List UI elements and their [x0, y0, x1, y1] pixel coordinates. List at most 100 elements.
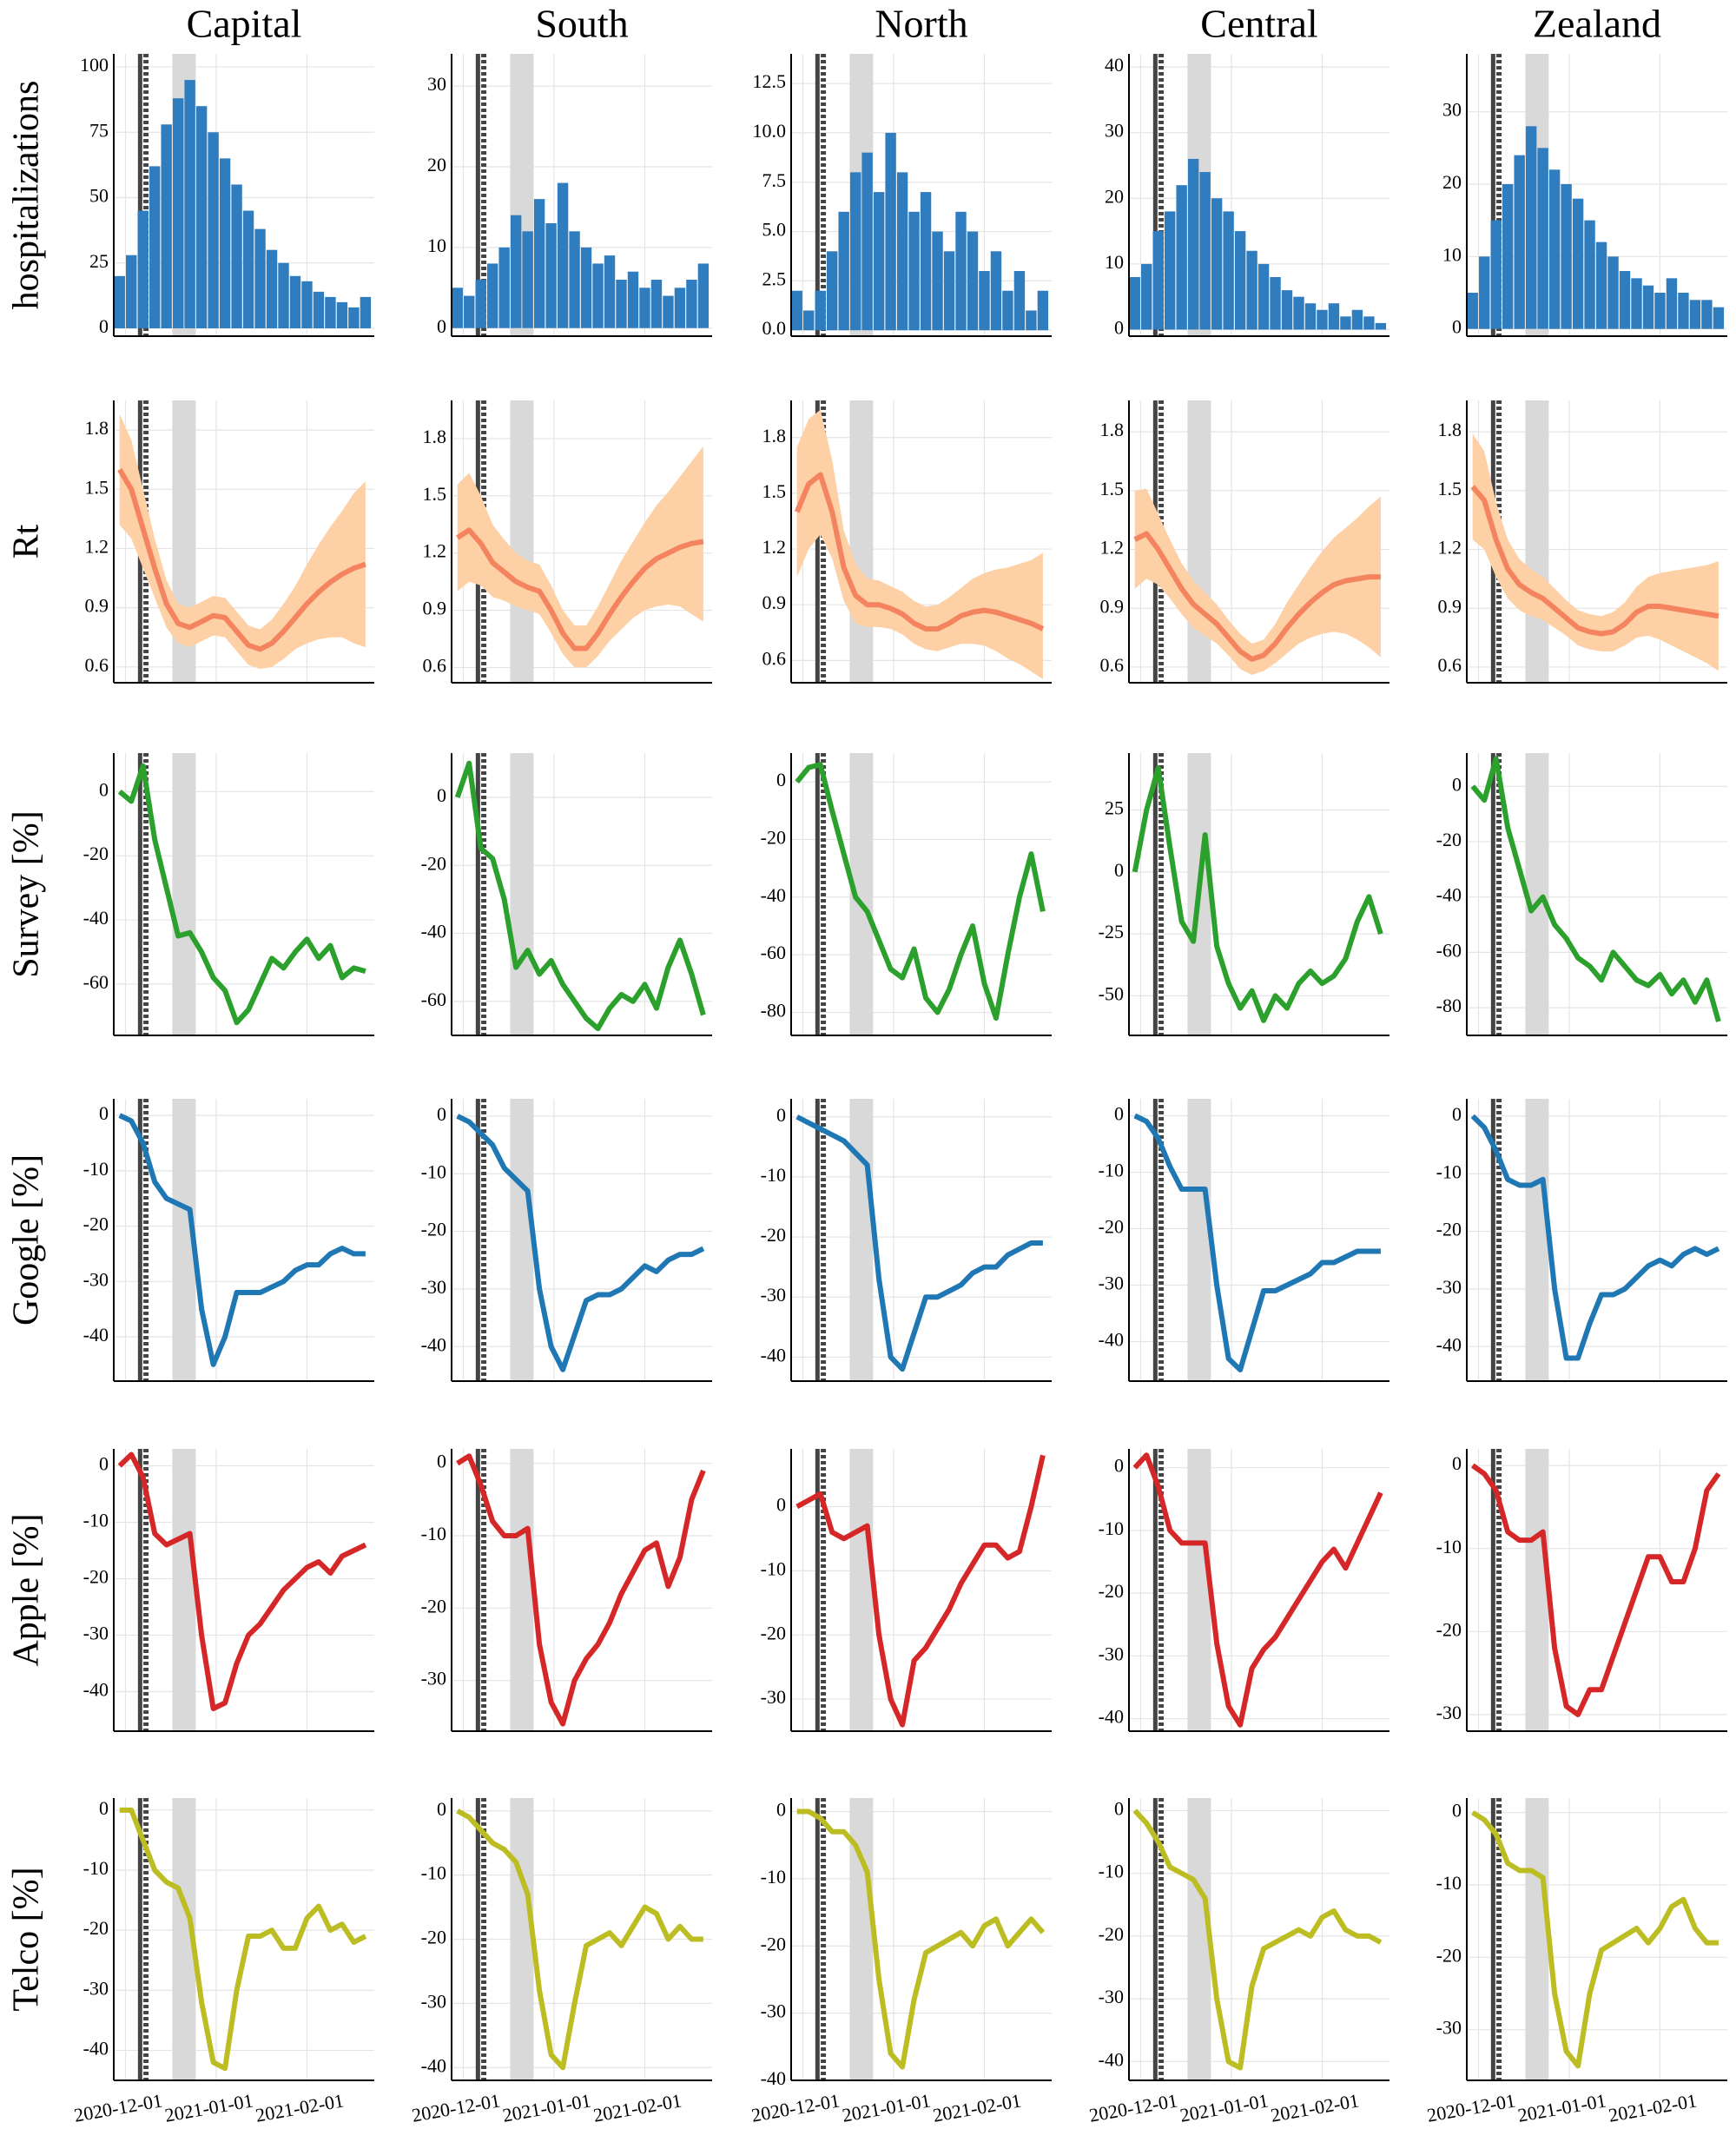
- bar: [266, 249, 278, 328]
- panel: -40 -30 -20 -10 0 2020-12-01 2021-01-01 2021-02…: [72, 1797, 374, 2126]
- bar: [1234, 231, 1246, 330]
- bar: [1176, 185, 1187, 330]
- panel: -40 -30 -20 -10 0 2020-12-01 2021-01-01 2021-02…: [1087, 1797, 1389, 2126]
- x-tick-label: 2021-02-01: [1607, 2089, 1698, 2126]
- y-tick-label: -20: [1099, 1923, 1124, 1945]
- bar: [1572, 198, 1584, 329]
- y-tick-label: -40: [1099, 1329, 1124, 1351]
- y-tick-label: -20: [1436, 1618, 1462, 1640]
- y-tick-label: 1.8: [1438, 419, 1462, 440]
- y-tick-label: 75: [89, 119, 109, 141]
- holiday-span: [1187, 1099, 1211, 1381]
- y-tick-label: 10.0: [753, 120, 787, 142]
- y-tick-label: 0: [437, 1798, 446, 1820]
- y-tick-label: -60: [83, 971, 109, 993]
- bar: [522, 231, 533, 328]
- bar: [1595, 241, 1607, 329]
- series-line: [1471, 1463, 1721, 1717]
- y-tick-label: -40: [83, 1324, 109, 1346]
- bar: [885, 132, 896, 331]
- y-axis-label: Rt: [7, 524, 47, 559]
- y-tick-label: 0: [1114, 859, 1124, 881]
- series-line: [119, 1807, 367, 2072]
- bar: [325, 296, 336, 328]
- series-line: [795, 1114, 1043, 1372]
- y-tick-label: 0: [776, 1799, 786, 1821]
- bar: [289, 275, 301, 328]
- x-tick-label: 2020-12-01: [410, 2089, 501, 2126]
- y-tick-label: 0.9: [1100, 595, 1125, 617]
- y-tick-label: -30: [421, 1668, 446, 1689]
- bar: [990, 251, 1002, 331]
- bar: [604, 255, 616, 328]
- panel: 0.6 0.9 1.2 1.5 1.8: [85, 400, 374, 684]
- y-tick-label: -20: [761, 1622, 786, 1643]
- bar: [254, 228, 266, 328]
- y-tick-label: 0: [437, 1103, 446, 1125]
- y-tick-label: -30: [1436, 1276, 1462, 1298]
- bar: [943, 251, 955, 331]
- panel: 0.6 0.9 1.2 1.5 1.8: [423, 400, 712, 684]
- y-tick-label: -25: [1099, 921, 1124, 942]
- panel: -40 -30 -20 -10 0: [761, 1099, 1052, 1382]
- y-tick-label: 1.5: [423, 483, 447, 505]
- y-tick-label: 10: [427, 235, 446, 256]
- y-axis-label: hospitalizations: [7, 81, 47, 310]
- bar: [475, 280, 486, 328]
- bar: [231, 184, 242, 328]
- bar: [1317, 309, 1328, 330]
- y-tick-label: -10: [761, 1164, 786, 1186]
- y-tick-label: -30: [761, 1686, 786, 1708]
- x-tick-label: 2021-01-01: [1178, 2089, 1270, 2126]
- holiday-span: [510, 1449, 534, 1731]
- holiday-span: [172, 1449, 196, 1731]
- series-line: [456, 1453, 706, 1727]
- panel: -80 -60 -40 -20 0: [761, 753, 1052, 1036]
- y-tick-label: 1.2: [762, 536, 787, 558]
- bar: [861, 152, 873, 331]
- y-tick-label: 1.5: [1100, 478, 1125, 499]
- series-line: [1471, 1810, 1719, 2069]
- bar: [336, 301, 348, 328]
- bar: [815, 290, 826, 331]
- y-tick-label: 50: [89, 185, 109, 207]
- bar: [1304, 303, 1317, 330]
- x-tick-label: 2021-02-01: [591, 2089, 683, 2126]
- y-tick-label: -20: [1436, 1944, 1462, 1966]
- x-tick-label: 2020-12-01: [749, 2089, 841, 2126]
- panel: -40 -30 -20 -10 0: [83, 1099, 374, 1382]
- bar: [452, 288, 463, 328]
- bar: [1223, 211, 1234, 330]
- y-tick-label: 1.5: [1438, 478, 1462, 499]
- bar: [172, 98, 184, 328]
- series-line: [118, 1113, 366, 1367]
- holiday-span: [172, 753, 196, 1035]
- y-tick-label: -30: [1099, 1273, 1124, 1294]
- y-tick-label: -20: [761, 827, 786, 849]
- bar: [1013, 271, 1026, 331]
- series-line: [456, 1808, 703, 2071]
- bar: [1363, 316, 1375, 330]
- y-tick-label: -30: [83, 1977, 109, 1999]
- y-tick-label: 7.5: [762, 169, 787, 191]
- bar: [826, 251, 838, 331]
- credible-band: [1134, 488, 1381, 675]
- bar: [592, 263, 604, 328]
- bar: [360, 296, 372, 328]
- y-axis-label: Survey [%]: [7, 810, 47, 977]
- holiday-span: [1525, 1798, 1549, 2080]
- y-tick-label: 2.5: [762, 268, 787, 289]
- y-tick-label: 0: [1452, 1103, 1462, 1125]
- bar: [908, 211, 920, 331]
- y-tick-label: -30: [421, 1276, 446, 1298]
- y-tick-label: -10: [761, 1866, 786, 1888]
- bar: [1689, 300, 1701, 329]
- y-tick-label: -20: [421, 1927, 446, 1948]
- series-line: [456, 1114, 705, 1372]
- series-line: [454, 760, 706, 1032]
- y-tick-label: -10: [1099, 1861, 1124, 1882]
- bar: [639, 288, 650, 328]
- bar: [301, 281, 313, 328]
- y-tick-label: 0: [776, 1494, 786, 1516]
- panel: -40 -30 -20 -10 0: [1436, 1099, 1727, 1382]
